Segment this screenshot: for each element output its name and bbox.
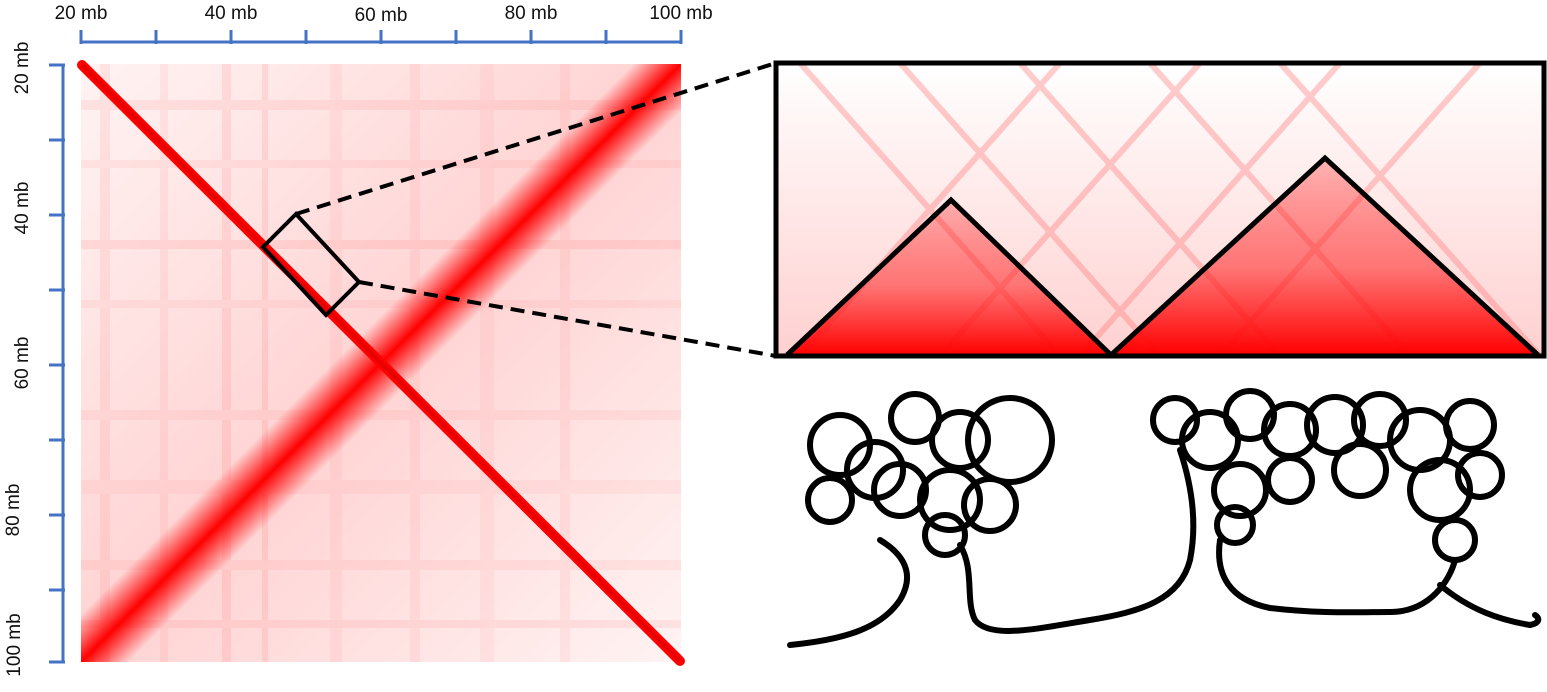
connector-top (295, 61, 777, 216)
chromatin-loop (871, 461, 929, 519)
top-axis-label: 60 mb (355, 5, 408, 26)
chromatin-loop (922, 512, 968, 558)
tad-outline-right (1109, 154, 1540, 357)
zoom-texture-line (1277, 61, 1543, 358)
chromatin-loop (1265, 455, 1315, 505)
zoom-texture-line (1077, 61, 1343, 358)
chromatin-loop (917, 467, 983, 533)
left-axis: 20 mb 40 mb 60 mb 80 mb 100 mb (3, 42, 65, 677)
chromatin-loop (1150, 395, 1200, 445)
chromatin-loop (1223, 388, 1277, 442)
top-axis-label: 20 mb (55, 3, 108, 24)
chromatin-loop (1455, 450, 1505, 500)
chromatin-loop (929, 409, 991, 471)
chromatin-backbone (787, 447, 1542, 648)
top-axis: 20 mb 40 mb 60 mb 80 mb 100 mb (55, 3, 713, 44)
chromatin-globule-left (805, 391, 1055, 558)
chromatin-loop (805, 475, 855, 525)
zoom-panel (773, 60, 1547, 359)
top-axis-label: 100 mb (649, 3, 712, 24)
top-axis-ticks (79, 30, 683, 44)
chromatin-loop (1179, 409, 1241, 471)
tad-domain-right (1111, 158, 1538, 355)
chromatin-loop (1304, 394, 1366, 456)
chromatin-loop (1351, 391, 1409, 449)
zoom-texture-line (897, 61, 1163, 358)
connector-bottom (358, 280, 777, 358)
left-axis-ticks (49, 63, 65, 664)
heatmap-diagonal-core (80, 63, 682, 663)
chromatin-loop (961, 476, 1019, 534)
tad-domain-left (787, 200, 1111, 355)
chromatin-loop (1443, 398, 1497, 452)
chromatin-loop (1211, 461, 1269, 519)
chromatin-loop (1331, 441, 1389, 499)
left-axis-label: 40 mb (12, 182, 33, 235)
top-axis-label: 80 mb (505, 3, 558, 24)
chromatin-loop (1432, 517, 1478, 563)
left-axis-label: 80 mb (3, 484, 24, 537)
chromatin-loop (1214, 504, 1256, 546)
hic-heatmap (77, 60, 685, 666)
left-axis-label: 20 mb (12, 42, 33, 95)
chromatin-globule-right (1150, 388, 1505, 563)
chromatin-loop (965, 395, 1055, 485)
chromatin-fiber (787, 388, 1542, 648)
left-axis-label: 100 mb (4, 613, 25, 676)
chromatin-loop (1407, 457, 1473, 523)
zoom-frame (773, 60, 1547, 359)
top-axis-label: 40 mb (205, 3, 258, 24)
tad-outline-left (785, 196, 1113, 357)
left-axis-label: 60 mb (12, 337, 33, 390)
